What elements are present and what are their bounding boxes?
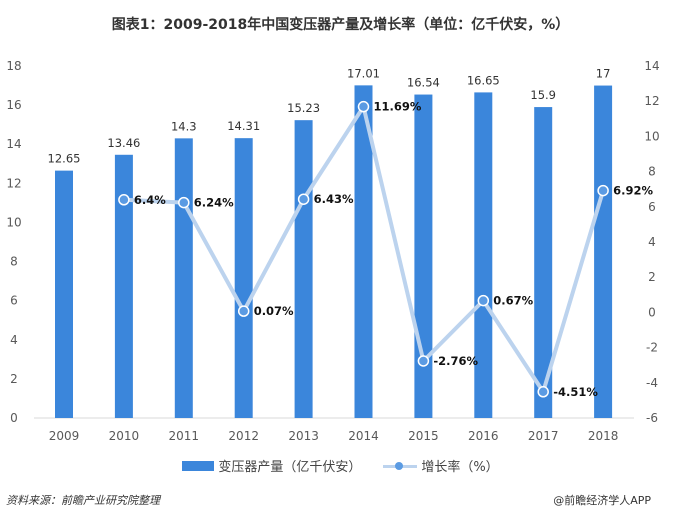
bar [594, 85, 613, 419]
right-axis-tick: 4 [648, 235, 656, 249]
legend: 变压器产量（亿千伏安） 增长率（%） [0, 456, 681, 475]
right-axis-tick: 2 [648, 270, 656, 284]
legend-bar-label: 变压器产量（亿千伏安） [218, 460, 362, 475]
legend-line-label: 增长率（%） [421, 460, 499, 475]
right-axis-tick: 14 [644, 59, 659, 73]
bar [534, 107, 553, 419]
bar [294, 120, 313, 419]
growth-marker [597, 184, 609, 197]
bar-data-label: 14.3 [171, 119, 197, 133]
left-axis-tick: 0 [10, 411, 18, 425]
source-note: 资料来源：前瞻产业研究院整理 [6, 494, 160, 507]
left-axis-tick: 8 [10, 255, 18, 269]
growth-data-label: 6.24% [194, 196, 234, 210]
growth-data-label: 0.67% [493, 294, 533, 308]
growth-data-label: -4.51% [553, 385, 598, 399]
x-axis-tick: 2012 [228, 429, 259, 443]
growth-marker [237, 305, 250, 317]
x-axis-tick: 2013 [288, 429, 319, 443]
right-axis-tick: -6 [646, 411, 658, 425]
bar-data-label: 14.31 [227, 119, 260, 133]
legend-line-swatch [383, 461, 418, 471]
left-axis-tick: 2 [10, 372, 18, 386]
left-axis-tick: 14 [6, 137, 21, 151]
bar-data-label: 15.23 [287, 101, 320, 115]
growth-data-label: 0.07% [254, 304, 294, 318]
bar-data-label: 16.54 [407, 76, 440, 90]
bar [414, 94, 433, 418]
growth-marker [537, 386, 549, 398]
right-axis-tick: 6 [648, 200, 656, 214]
x-axis-tick: 2011 [169, 429, 200, 443]
growth-marker [357, 100, 370, 113]
growth-marker [477, 294, 490, 307]
bar-data-label: 15.9 [530, 88, 556, 102]
growth-marker [417, 355, 430, 367]
x-axis-tick: 2010 [109, 429, 140, 443]
right-axis-tick: 10 [644, 129, 659, 143]
left-axis-tick: 16 [6, 98, 21, 112]
bar [234, 138, 253, 418]
growth-data-label: 6.92% [613, 184, 653, 198]
credit-note: @前瞻经济学人APP [553, 494, 651, 507]
x-axis-tick: 2009 [49, 429, 80, 443]
bar [474, 92, 493, 419]
left-axis-tick: 12 [6, 176, 21, 190]
bar-data-label: 17.01 [347, 66, 380, 80]
growth-marker [178, 196, 190, 209]
bar [174, 138, 193, 418]
left-axis-tick: 18 [6, 59, 21, 73]
right-axis-tick: -4 [646, 376, 658, 390]
bar-data-label: 13.46 [107, 136, 140, 150]
left-axis-tick: 4 [10, 333, 18, 347]
x-axis-tick: 2017 [528, 429, 559, 443]
right-axis-tick: 8 [648, 165, 656, 179]
growth-data-label: 6.43% [314, 192, 354, 206]
bar-data-label: 17 [596, 67, 611, 81]
legend-bar-swatch [182, 460, 215, 471]
x-axis-tick: 2018 [588, 429, 619, 443]
bar [55, 170, 73, 418]
x-axis-tick: 2014 [348, 429, 379, 443]
chart-title: 图表1：2009-2018年中国变压器产量及增长率（单位：亿千伏安，%） [111, 17, 570, 33]
right-axis-tick: -2 [646, 341, 658, 355]
right-axis-tick: 0 [648, 305, 656, 319]
right-axis-tick: 12 [644, 94, 659, 108]
growth-marker [297, 193, 310, 205]
x-axis-tick: 2015 [408, 429, 439, 443]
bar-data-label: 12.65 [48, 152, 81, 166]
growth-marker [118, 194, 130, 206]
x-axis-tick: 2016 [468, 429, 499, 443]
growth-data-label: -2.76% [433, 354, 478, 368]
growth-data-label: 11.69% [374, 100, 422, 114]
bar [354, 85, 373, 419]
growth-data-label: 6.4% [134, 193, 166, 207]
left-axis-tick: 10 [6, 215, 21, 229]
bar-data-label: 16.65 [467, 73, 500, 87]
bar [114, 154, 133, 418]
left-axis-tick: 6 [10, 294, 18, 308]
